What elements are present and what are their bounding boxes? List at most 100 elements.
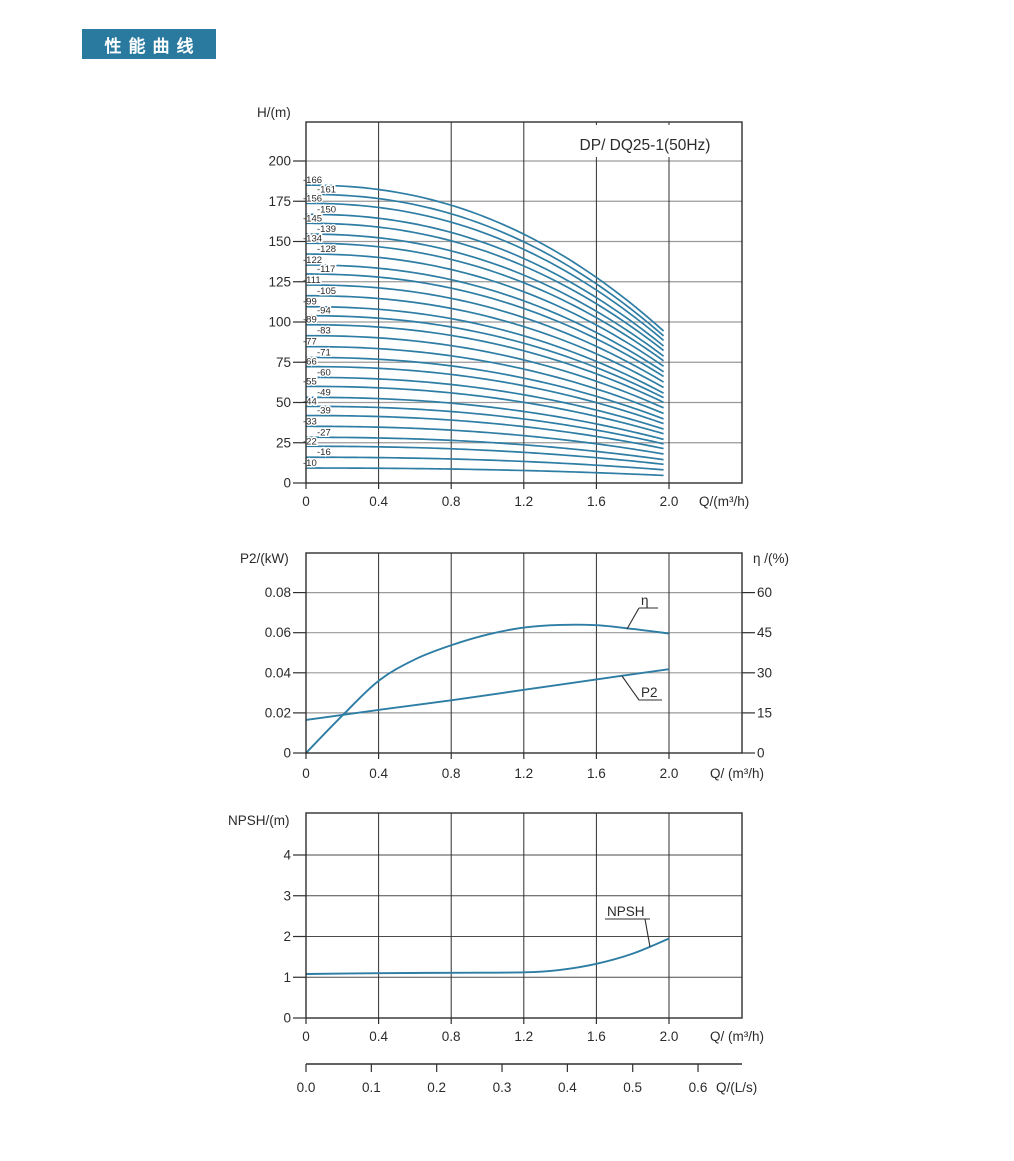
y-tick-label: 0 — [283, 476, 291, 491]
head-curve--134 — [305, 242, 665, 362]
head-curve--94 — [305, 314, 664, 399]
head-curve-label: -83 — [317, 326, 331, 337]
y-tick-label: 100 — [268, 315, 291, 330]
head-capacity-chart: DP/ DQ25-1(50Hz) -166-161-156-150-145-139… — [257, 105, 749, 509]
y-tick-label: 50 — [276, 395, 291, 410]
x-tick-label: 0.8 — [442, 494, 461, 509]
y-tick-label: 3 — [283, 888, 291, 903]
x-tick-label: 0 — [302, 1029, 310, 1044]
head-curve-label: -128 — [317, 244, 336, 255]
head-curve-label: -145 — [303, 213, 322, 224]
head-curve--55 — [305, 385, 664, 435]
head-curve-label: -77 — [303, 337, 317, 348]
head-curve--139 — [305, 233, 665, 357]
head-curve-label: -150 — [317, 204, 336, 215]
head-curve--77 — [305, 345, 664, 415]
head-curve-label: -33 — [303, 416, 317, 427]
head-curve-label: -16 — [317, 447, 331, 458]
head-curve-label: -139 — [317, 224, 336, 235]
head-curve--145 — [305, 222, 665, 352]
power-efficiency-chart: η P2 0 0.02 0.04 0.06 0.08 0 15 30 45 60 0 0.4 0.8 1.2 1… — [240, 551, 789, 781]
head-curve--89 — [305, 323, 664, 404]
head-curve--27 — [305, 436, 664, 461]
head-curve--111 — [305, 284, 664, 383]
head-curve--150 — [305, 213, 665, 347]
y-tick-label: 1 — [283, 970, 291, 985]
chart-title-backing — [556, 125, 734, 157]
head-curve-label: -99 — [303, 297, 317, 308]
head-curve-label: -44 — [303, 396, 317, 407]
head-curve--166 — [305, 184, 665, 332]
y-tick-label: 150 — [268, 234, 291, 249]
y-axis-label-left: P2/(kW) — [240, 551, 289, 566]
y-tick-label: 25 — [276, 435, 291, 450]
head-curve-label: -49 — [317, 387, 331, 398]
lps-tick-label: 0.6 — [689, 1080, 708, 1095]
lps-tick-label: 0.3 — [493, 1080, 512, 1095]
y-tick-label: 4 — [283, 848, 291, 863]
x-tick-label: 0.4 — [369, 494, 388, 509]
x-tick-label: 1.2 — [514, 494, 533, 509]
head-curve--105 — [305, 294, 664, 389]
y-tick-left-label: 0.08 — [265, 585, 291, 600]
y-tick-label: 2 — [283, 929, 291, 944]
x-tick-label: 1.2 — [514, 766, 533, 781]
y-axis-label-right: η /(%) — [753, 551, 789, 566]
y-tick-left-label: 0.04 — [265, 665, 292, 680]
x-tick-label: 1.2 — [514, 1029, 533, 1044]
x-tick-label: 0.4 — [369, 766, 388, 781]
y-tick-right-label: 15 — [757, 705, 772, 720]
y-axis-label: NPSH/(m) — [228, 813, 290, 828]
y-tick-left-label: 0.02 — [265, 705, 291, 720]
section-title: 性能曲线 — [104, 36, 201, 56]
y-tick-label: 0 — [283, 1011, 291, 1026]
head-curve--22 — [305, 445, 664, 466]
head-curve-label: -27 — [317, 427, 331, 438]
head-curve-label: -94 — [317, 306, 331, 317]
x-tick-label: 2.0 — [660, 766, 679, 781]
head-curve-label: -105 — [317, 286, 336, 297]
chart-title: DP/ DQ25-1(50Hz) — [580, 137, 711, 154]
curve-P2 — [305, 668, 670, 721]
x-tick-label: 2.0 — [660, 494, 679, 509]
head-curve--33 — [305, 425, 664, 455]
head-curve--10 — [305, 467, 664, 477]
head-curve-label: -156 — [303, 193, 322, 204]
lps-tick-label: 0.2 — [427, 1080, 446, 1095]
curve-η — [305, 623, 670, 754]
head-curve-label: -122 — [303, 255, 322, 266]
curve-NPSH — [305, 937, 670, 975]
head-curve-label: -117 — [317, 264, 335, 275]
head-curve--39 — [305, 414, 664, 450]
y-tick-label: 200 — [268, 154, 291, 169]
head-curve--117 — [305, 273, 665, 378]
head-curve--16 — [305, 456, 664, 471]
y-axis-label: H/(m) — [257, 105, 291, 120]
head-curve--49 — [305, 396, 664, 441]
section-title-badge: 性能曲线 — [82, 29, 216, 59]
head-curve-label: -39 — [317, 406, 331, 417]
x-axis-label: Q/(m³/h) — [699, 494, 749, 509]
x-axis-label: Q/ (m³/h) — [710, 766, 764, 781]
annotation-leader — [626, 607, 640, 630]
x-axis-label: Q/ (m³/h) — [710, 1029, 764, 1044]
annotation-leader — [621, 675, 640, 701]
head-curve-label: -10 — [303, 458, 317, 469]
x-tick-label: 2.0 — [660, 1029, 679, 1044]
x-tick-label: 0.8 — [442, 766, 461, 781]
x-tick-label: 1.6 — [587, 1029, 606, 1044]
y-tick-right-label: 30 — [757, 665, 772, 680]
head-curve--99 — [305, 305, 664, 394]
head-curve--128 — [305, 253, 665, 367]
y-tick-left-label: 0 — [283, 746, 291, 761]
head-curve-label: -71 — [317, 347, 331, 358]
x-tick-label: 1.6 — [587, 494, 606, 509]
head-curve-label: -55 — [303, 376, 317, 387]
head-curve--156 — [305, 202, 665, 342]
annotation-NPSH: NPSH — [607, 904, 645, 919]
annotation-leader — [644, 918, 651, 948]
head-curve--60 — [305, 376, 664, 430]
y-tick-right-label: 60 — [757, 585, 772, 600]
head-curve-label: -60 — [317, 367, 331, 378]
lps-tick-label: 0.4 — [558, 1080, 577, 1095]
